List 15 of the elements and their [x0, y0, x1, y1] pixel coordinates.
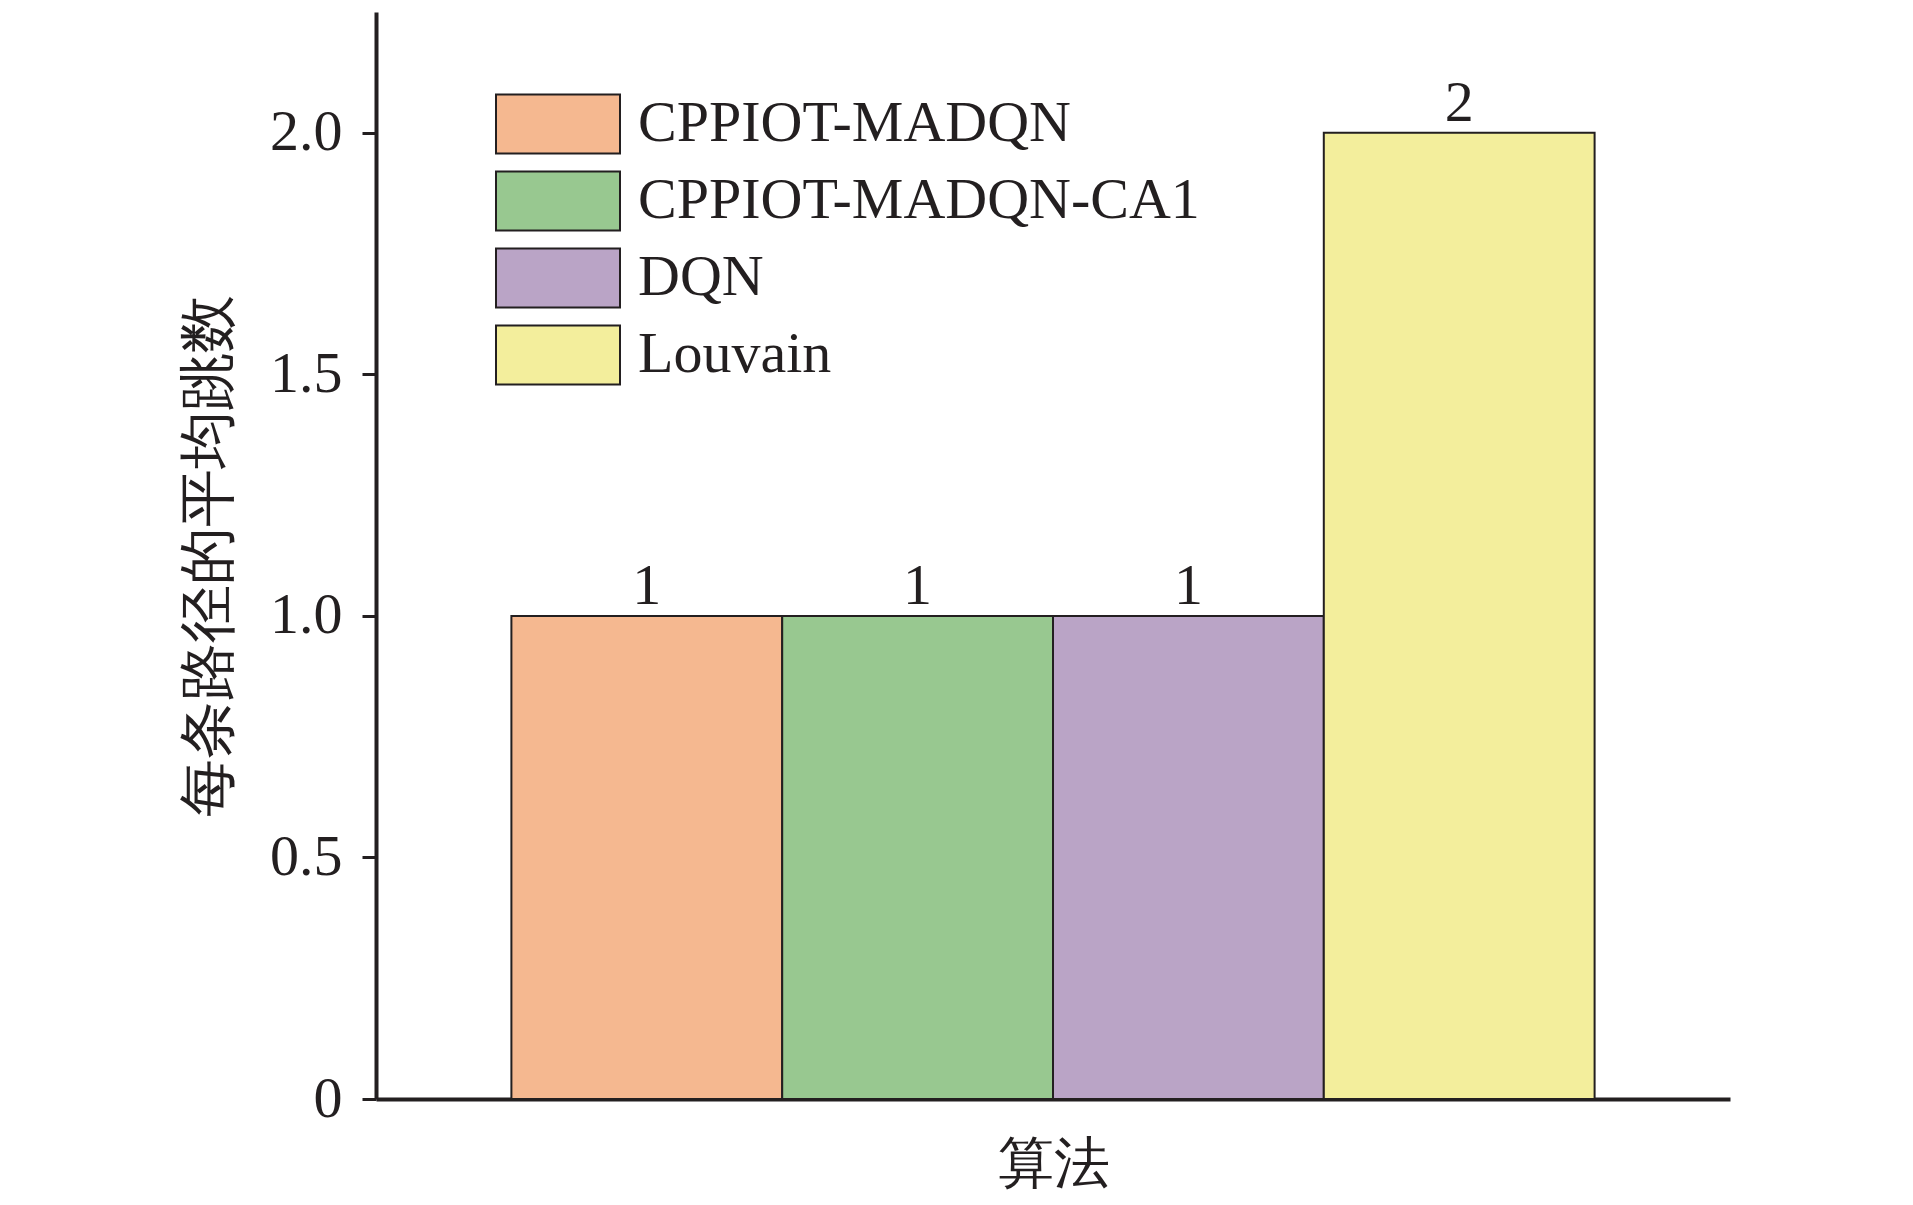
y-tick-label: 1.0: [270, 581, 343, 647]
legend-label: DQN: [638, 243, 764, 308]
y-tick-label: 0: [313, 1064, 343, 1130]
legend-label: CPPIOT-MADQN-CA1: [638, 166, 1200, 231]
data-label: 1: [632, 551, 662, 617]
y-tick-label: 1.5: [270, 339, 343, 405]
x-axis-title: 算法: [997, 1131, 1110, 1194]
y-tick-label: 2.0: [270, 98, 343, 164]
y-axis-title: 每条路径的平均跳数: [175, 295, 240, 817]
data-label: 1: [1173, 551, 1203, 617]
y-tick-label: 0.5: [270, 822, 343, 888]
data-label: 1: [903, 551, 933, 617]
legend-label: CPPIOT-MADQN: [638, 89, 1071, 154]
legend-label: Louvain: [638, 320, 832, 385]
data-label: 2: [1444, 68, 1474, 134]
